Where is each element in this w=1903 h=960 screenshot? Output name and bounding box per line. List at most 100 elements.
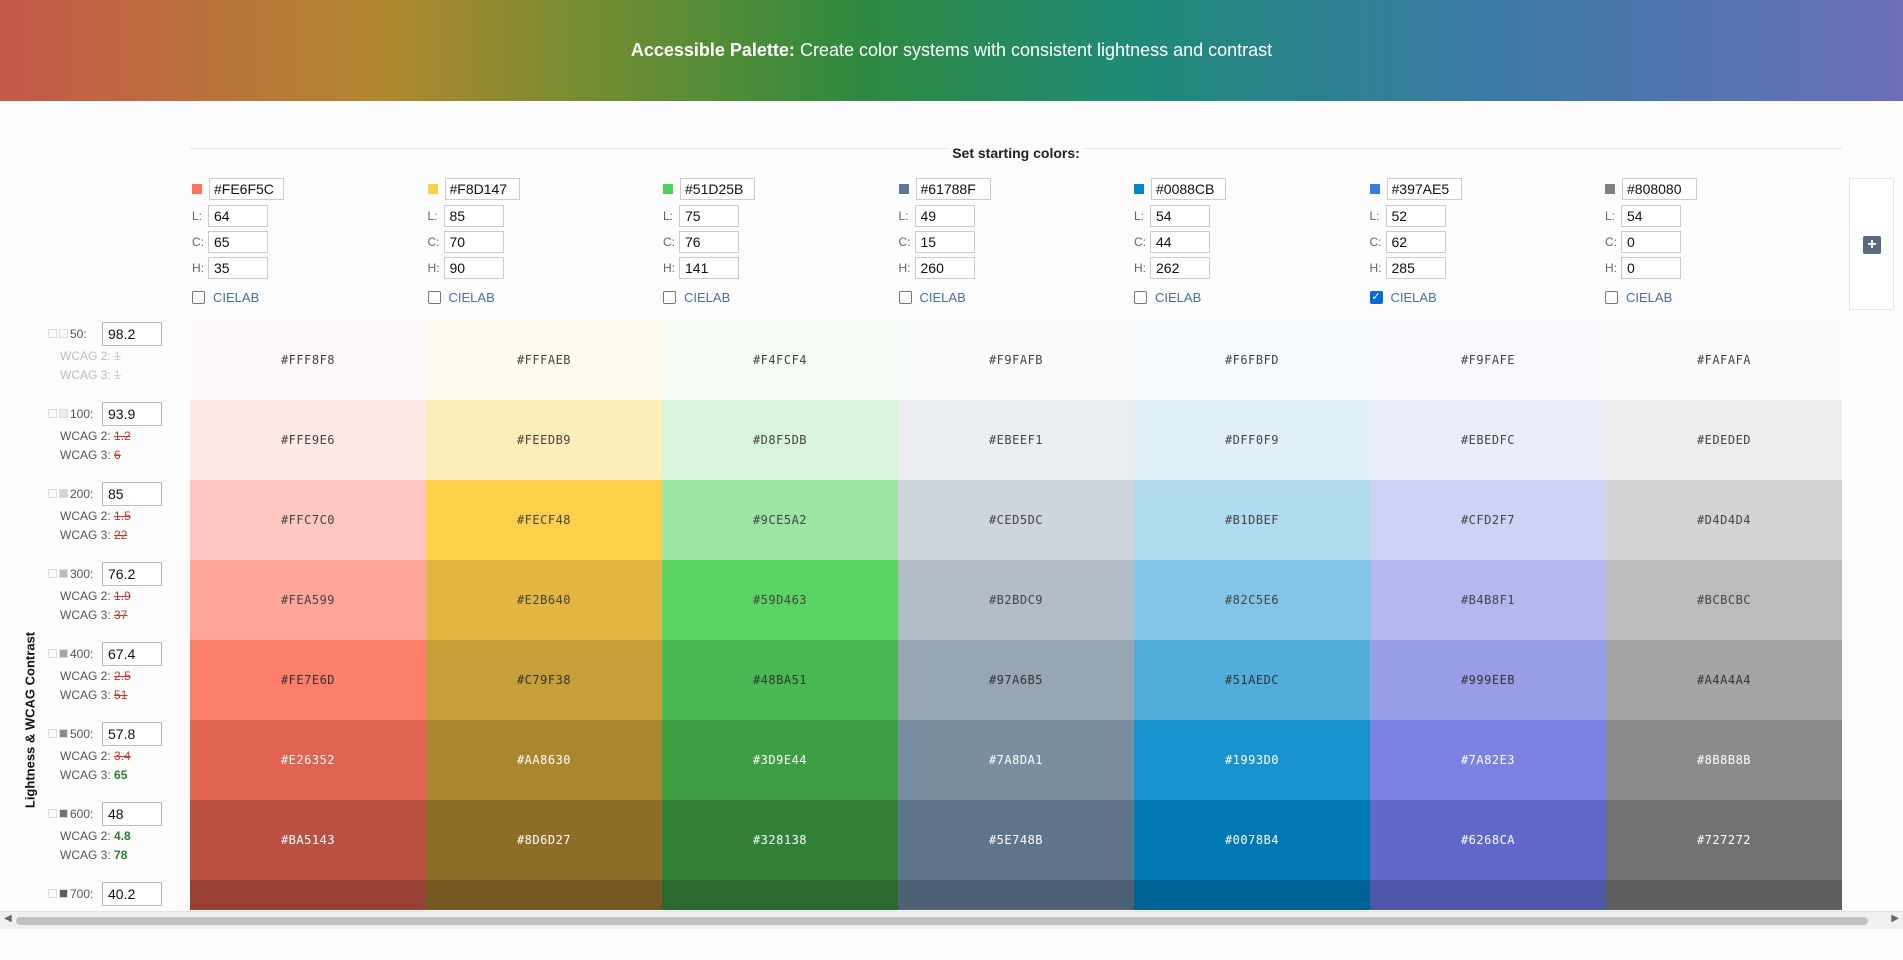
palette-cell[interactable]: #006396	[1134, 880, 1370, 910]
level-lightness-input[interactable]	[102, 401, 162, 426]
horizontal-scrollbar[interactable]: ◀ ▶	[0, 911, 1903, 929]
palette-cell[interactable]: #735921	[426, 880, 662, 910]
palette-cell[interactable]: #328138	[662, 800, 898, 880]
hex-input[interactable]	[209, 178, 284, 200]
palette-cell[interactable]: #BA5143	[190, 800, 426, 880]
hex-input[interactable]	[444, 178, 520, 200]
palette-cell[interactable]: #E2B640	[426, 560, 662, 640]
palette-cell[interactable]: #727272	[1606, 800, 1842, 880]
palette-cell[interactable]: #F9FAFB	[898, 320, 1134, 400]
palette-cell[interactable]: #0078B4	[1134, 800, 1370, 880]
scroll-right-icon[interactable]: ▶	[1891, 913, 1899, 924]
level-lightness-input[interactable]	[102, 641, 162, 666]
palette-cell[interactable]: #FFC7C0	[190, 480, 426, 560]
hex-input[interactable]	[915, 178, 991, 200]
cielab-checkbox[interactable]	[1605, 290, 1618, 304]
chroma-input[interactable]	[1621, 231, 1681, 253]
palette-cell[interactable]: #5E748B	[898, 800, 1134, 880]
cielab-checkbox[interactable]	[1369, 290, 1383, 304]
hue-input[interactable]	[1621, 257, 1681, 279]
palette-cell[interactable]: #CED5DC	[898, 480, 1134, 560]
palette-cell[interactable]: #97A6B5	[898, 640, 1134, 720]
palette-cell[interactable]: #FEEDB9	[426, 400, 662, 480]
palette-cell[interactable]: #FFE9E6	[190, 400, 426, 480]
palette-cell[interactable]: #FFFAEB	[426, 320, 662, 400]
palette-cell[interactable]: #BCBCBC	[1606, 560, 1842, 640]
palette-cell[interactable]: #EDEDED	[1606, 400, 1842, 480]
hex-input[interactable]	[680, 178, 755, 200]
palette-cell[interactable]: #FE7E6D	[190, 640, 426, 720]
palette-cell[interactable]: #B1DBEF	[1134, 480, 1370, 560]
cielab-toggle[interactable]: CIELAB	[192, 284, 427, 310]
palette-cell[interactable]: #6268CA	[1370, 800, 1606, 880]
level-checkbox[interactable]	[48, 889, 57, 898]
lightness-input[interactable]	[679, 205, 739, 227]
lightness-input[interactable]	[208, 205, 268, 227]
level-checkbox[interactable]	[48, 329, 57, 338]
hex-input[interactable]	[1151, 178, 1226, 200]
hue-input[interactable]	[1385, 257, 1446, 279]
chroma-input[interactable]	[1385, 231, 1446, 253]
palette-cell[interactable]: #5E5E5E	[1606, 880, 1842, 910]
hex-input[interactable]	[1622, 178, 1697, 200]
cielab-toggle[interactable]: CIELAB	[898, 284, 1134, 310]
palette-cell[interactable]: #CFD2F7	[1370, 480, 1606, 560]
chroma-input[interactable]	[679, 231, 739, 253]
hue-input[interactable]	[679, 257, 739, 279]
level-lightness-input[interactable]	[102, 801, 162, 826]
cielab-toggle[interactable]: CIELAB	[1605, 284, 1840, 310]
chroma-input[interactable]	[1150, 231, 1210, 253]
cielab-checkbox[interactable]	[663, 290, 676, 304]
hex-input[interactable]	[1386, 178, 1462, 200]
lightness-input[interactable]	[1150, 205, 1210, 227]
scroll-left-icon[interactable]: ◀	[4, 913, 12, 924]
level-lightness-input[interactable]	[102, 881, 162, 906]
level-lightness-input[interactable]	[102, 721, 162, 746]
hue-input[interactable]	[914, 257, 975, 279]
palette-cell[interactable]: #59D463	[662, 560, 898, 640]
palette-cell[interactable]: #B4B8F1	[1370, 560, 1606, 640]
cielab-checkbox[interactable]	[192, 290, 205, 304]
palette-cell[interactable]: #A4A4A4	[1606, 640, 1842, 720]
palette-cell[interactable]: #3D9E44	[662, 720, 898, 800]
level-lightness-input[interactable]	[102, 561, 162, 586]
palette-cell[interactable]: #DFF0F9	[1134, 400, 1370, 480]
palette-cell[interactable]: #EBEDFC	[1370, 400, 1606, 480]
lightness-input[interactable]	[443, 205, 504, 227]
cielab-toggle[interactable]: CIELAB	[1369, 284, 1605, 310]
palette-cell[interactable]: #999EEB	[1370, 640, 1606, 720]
level-checkbox[interactable]	[48, 569, 57, 578]
palette-cell[interactable]: #F4FCF4	[662, 320, 898, 400]
palette-cell[interactable]: #E26352	[190, 720, 426, 800]
level-checkbox[interactable]	[48, 409, 57, 418]
cielab-toggle[interactable]: CIELAB	[663, 284, 898, 310]
palette-cell[interactable]: #8B8B8B	[1606, 720, 1842, 800]
palette-cell[interactable]: #D4D4D4	[1606, 480, 1842, 560]
cielab-toggle[interactable]: CIELAB	[1134, 284, 1369, 310]
palette-cell[interactable]: #C79F38	[426, 640, 662, 720]
cielab-checkbox[interactable]	[1134, 290, 1147, 304]
palette-cell[interactable]: #B2BDC9	[898, 560, 1134, 640]
cielab-checkbox[interactable]	[898, 290, 912, 304]
chroma-input[interactable]	[208, 231, 268, 253]
palette-cell[interactable]: #8D6D27	[426, 800, 662, 880]
lightness-input[interactable]	[914, 205, 975, 227]
hue-input[interactable]	[1150, 257, 1210, 279]
palette-cell[interactable]: #7A8DA1	[898, 720, 1134, 800]
palette-cell[interactable]: #AA8630	[426, 720, 662, 800]
palette-cell[interactable]: #51AEDC	[1134, 640, 1370, 720]
palette-cell[interactable]: #FFF8F8	[190, 320, 426, 400]
palette-cell[interactable]: #48BA51	[662, 640, 898, 720]
cielab-checkbox[interactable]	[427, 290, 441, 304]
palette-cell[interactable]: #FECF48	[426, 480, 662, 560]
level-checkbox[interactable]	[48, 649, 57, 658]
level-checkbox[interactable]	[48, 729, 57, 738]
palette-cell[interactable]: #5056A8	[1370, 880, 1606, 910]
chroma-input[interactable]	[443, 231, 504, 253]
palette-cell[interactable]: #4D6074	[898, 880, 1134, 910]
palette-cell[interactable]: #FAFAFA	[1606, 320, 1842, 400]
palette-cell[interactable]: #F6FBFD	[1134, 320, 1370, 400]
palette-cell[interactable]: #984235	[190, 880, 426, 910]
chroma-input[interactable]	[914, 231, 975, 253]
palette-cell[interactable]: #F9FAFE	[1370, 320, 1606, 400]
